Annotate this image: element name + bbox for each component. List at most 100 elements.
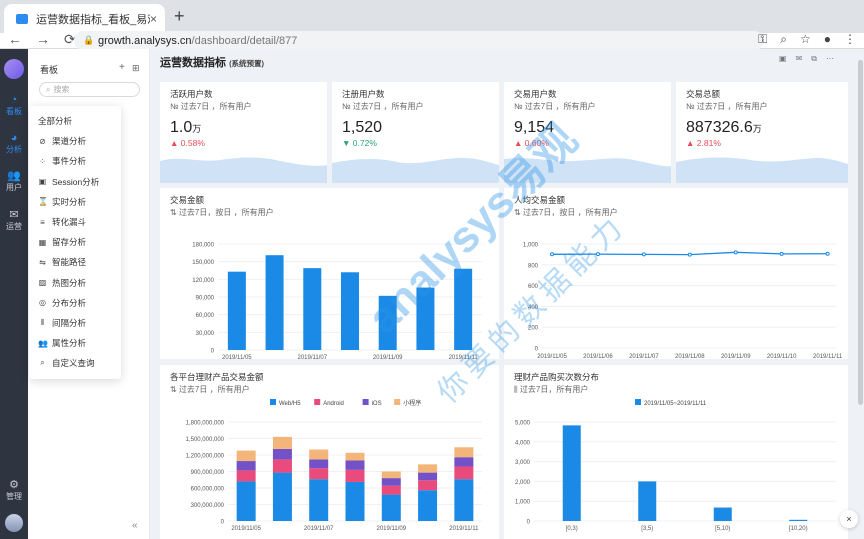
- add-board-icon[interactable]: +: [119, 62, 125, 73]
- menu-item[interactable]: ▨ 热图分析: [29, 276, 121, 290]
- menu-item[interactable]: 全部分析: [29, 114, 121, 128]
- card-title: 交易金额: [170, 195, 205, 205]
- kpi-change: ▲ 2.81%: [686, 138, 721, 148]
- chart-bar-segment: [381, 485, 401, 495]
- chart-card-distribution[interactable]: 理财产品购买次数分布 ⫼ 过去7日，所有用户 0 1,000 2,000 3,000 4…: [504, 365, 848, 539]
- menu-item-icon: ▣: [38, 177, 47, 187]
- card-sub: ⇅ 过去7日，按日 ，所有用户: [514, 208, 618, 217]
- y-tick-label: 900,000,000: [191, 470, 225, 476]
- grid-icon[interactable]: ⊞: [132, 63, 140, 73]
- browser-menu-icon[interactable]: ⋮: [844, 32, 856, 46]
- kpi-card[interactable]: 注册用户数 № 过去7日 ，所有用户 1,520 ▼ 0.72%: [332, 82, 499, 183]
- tab-close-icon[interactable]: ×: [149, 11, 157, 26]
- menu-item-label: Session分析: [52, 176, 100, 187]
- menu-item[interactable]: ⌛ 实时分析: [29, 195, 121, 209]
- chart-bar-segment: [309, 468, 329, 480]
- legend-swatch: [314, 399, 321, 405]
- chart-card-platform[interactable]: 各平台理财产品交易金额 ⇅ 过去7日 ，所有用户 0 300,000,000 600…: [160, 365, 499, 539]
- chart-point: [550, 252, 554, 257]
- tab-title: 运营数据指标_看板_易观方舟: [36, 13, 150, 26]
- scrollbar[interactable]: [858, 60, 863, 405]
- menu-item[interactable]: ⦀ 间隔分析: [29, 316, 121, 330]
- menu-item[interactable]: ▦ 留存分析: [29, 235, 121, 249]
- kpi-name: 交易用户数: [514, 89, 557, 99]
- mail-icon[interactable]: ✉: [795, 54, 803, 63]
- chart-bar-segment: [454, 457, 474, 467]
- forward-icon[interactable]: →: [36, 31, 50, 47]
- menu-item-label: 热图分析: [52, 277, 87, 288]
- y-tick-label: 0: [535, 347, 539, 353]
- card-sub: ⫼ 过去7日，所有用户: [514, 385, 589, 394]
- y-tick-label: 200: [528, 326, 539, 332]
- chart-bar-segment: [345, 452, 365, 461]
- menu-item[interactable]: ⇋ 智能路径: [29, 255, 121, 269]
- legend-label: 小程序: [403, 399, 421, 407]
- chart-bar-segment: [454, 447, 474, 458]
- chart-bar: [303, 268, 322, 350]
- nav-item-users[interactable]: 👥 用户: [0, 170, 28, 193]
- chart-card-per-user[interactable]: 人均交易金额 ⇅ 过去7日，按日 ，所有用户 0 200 400 600 800 1,00…: [504, 188, 848, 359]
- chart-point: [779, 251, 784, 256]
- chart-card-trade-amount[interactable]: 交易金额 ⇅ 过去7日，按日 ，所有用户 0 30,000 60,000 90,000…: [160, 188, 499, 359]
- reload-icon[interactable]: ⟳: [64, 31, 76, 47]
- y-tick-label: 5,000: [515, 421, 531, 427]
- favicon-icon: [16, 13, 28, 24]
- menu-item-label: 实时分析: [52, 196, 87, 207]
- zoom-icon[interactable]: ⌕: [780, 32, 787, 46]
- star-icon[interactable]: ☆: [799, 32, 811, 46]
- key-icon[interactable]: ⚿: [758, 32, 768, 46]
- nav-item-operations[interactable]: ✉ 运营: [0, 209, 28, 232]
- export-icon[interactable]: ▣: [779, 54, 787, 63]
- kpi-value: 9,154: [514, 119, 555, 136]
- copy-icon[interactable]: ⧉: [811, 54, 817, 63]
- back-icon[interactable]: ←: [8, 31, 22, 47]
- chart-bar-segment: [272, 472, 292, 521]
- kpi-sub: № 过去7日 ，所有用户: [170, 102, 252, 111]
- menu-item[interactable]: ⌕ 自定义查询: [29, 356, 121, 370]
- chart-point: [687, 252, 692, 257]
- search-input[interactable]: ⌕ 搜索: [39, 82, 140, 97]
- kpi-card[interactable]: 交易用户数 № 过去7日 ，所有用户 9,154 ▲ 0.60%: [504, 82, 671, 183]
- nav-item-manage[interactable]: ⚙ 管理: [0, 479, 28, 502]
- profile-icon[interactable]: ●: [823, 32, 831, 46]
- chart-point: [641, 252, 646, 257]
- menu-item-icon: 👥: [38, 338, 48, 348]
- menu-item[interactable]: ◎ 分布分析: [29, 296, 121, 310]
- more-icon[interactable]: ⋯: [826, 54, 834, 63]
- kpi-card[interactable]: 活跃用户数 № 过去7日 ，所有用户 1.0万 ▲ 0.58%: [160, 82, 327, 183]
- menu-item[interactable]: 👥 属性分析: [29, 336, 121, 350]
- chart-bar: [562, 425, 581, 521]
- chart-bar-segment: [272, 436, 292, 449]
- analysis-menu: 全部分析 ⊘ 渠道分析 ⁘ 事件分析 ▣ Session分析 ⌛ 实时分析 ≡ 转化漏斗 ▦ 留存分析 ⇋…: [29, 106, 121, 379]
- collapse-icon[interactable]: «: [132, 520, 138, 531]
- lock-icon: 🔒: [83, 35, 95, 45]
- kpi-sub: № 过去7日 ，所有用户: [686, 102, 768, 111]
- x-tick-label: 2019/11/10: [767, 354, 797, 359]
- chart-point: [595, 252, 600, 257]
- floating-close-button[interactable]: ×: [840, 510, 858, 528]
- chart-bar: [713, 507, 732, 521]
- menu-item[interactable]: ⁘ 事件分析: [29, 154, 121, 168]
- menu-item-icon: ◎: [39, 298, 46, 308]
- chart-bar: [378, 295, 397, 350]
- nav-item-dashboard[interactable]: ◔ 看板: [0, 94, 28, 117]
- new-tab-button[interactable]: +: [174, 6, 185, 26]
- chart-bar-segment: [454, 466, 474, 480]
- x-tick-label: [0,3): [566, 526, 578, 532]
- menu-item[interactable]: ≡ 转化漏斗: [29, 215, 121, 229]
- kpi-card[interactable]: 交易总额 № 过去7日 ，所有用户 887326.6万 ▲ 2.81%: [676, 82, 848, 183]
- url-field[interactable]: 🔒 growth.analysys.cn/dashboard/detail/87…: [74, 31, 764, 50]
- menu-item[interactable]: ▣ Session分析: [29, 175, 121, 189]
- chart-bar: [638, 481, 657, 521]
- x-tick-label: [3,5): [641, 526, 653, 532]
- y-tick-label: 400: [528, 305, 539, 311]
- x-tick-label: 2019/11/05: [222, 355, 252, 359]
- nav-item-analysis[interactable]: ◕ 分析: [0, 132, 28, 155]
- chart-bar-segment: [236, 450, 256, 462]
- page-title-tag: (系统预置): [229, 59, 265, 68]
- menu-item-label: 属性分析: [52, 338, 87, 349]
- browser-tab[interactable]: 运营数据指标_看板_易观方舟 ×: [4, 4, 165, 33]
- app-logo[interactable]: [4, 59, 24, 79]
- menu-item[interactable]: ⊘ 渠道分析: [29, 134, 121, 148]
- avatar[interactable]: [5, 514, 23, 532]
